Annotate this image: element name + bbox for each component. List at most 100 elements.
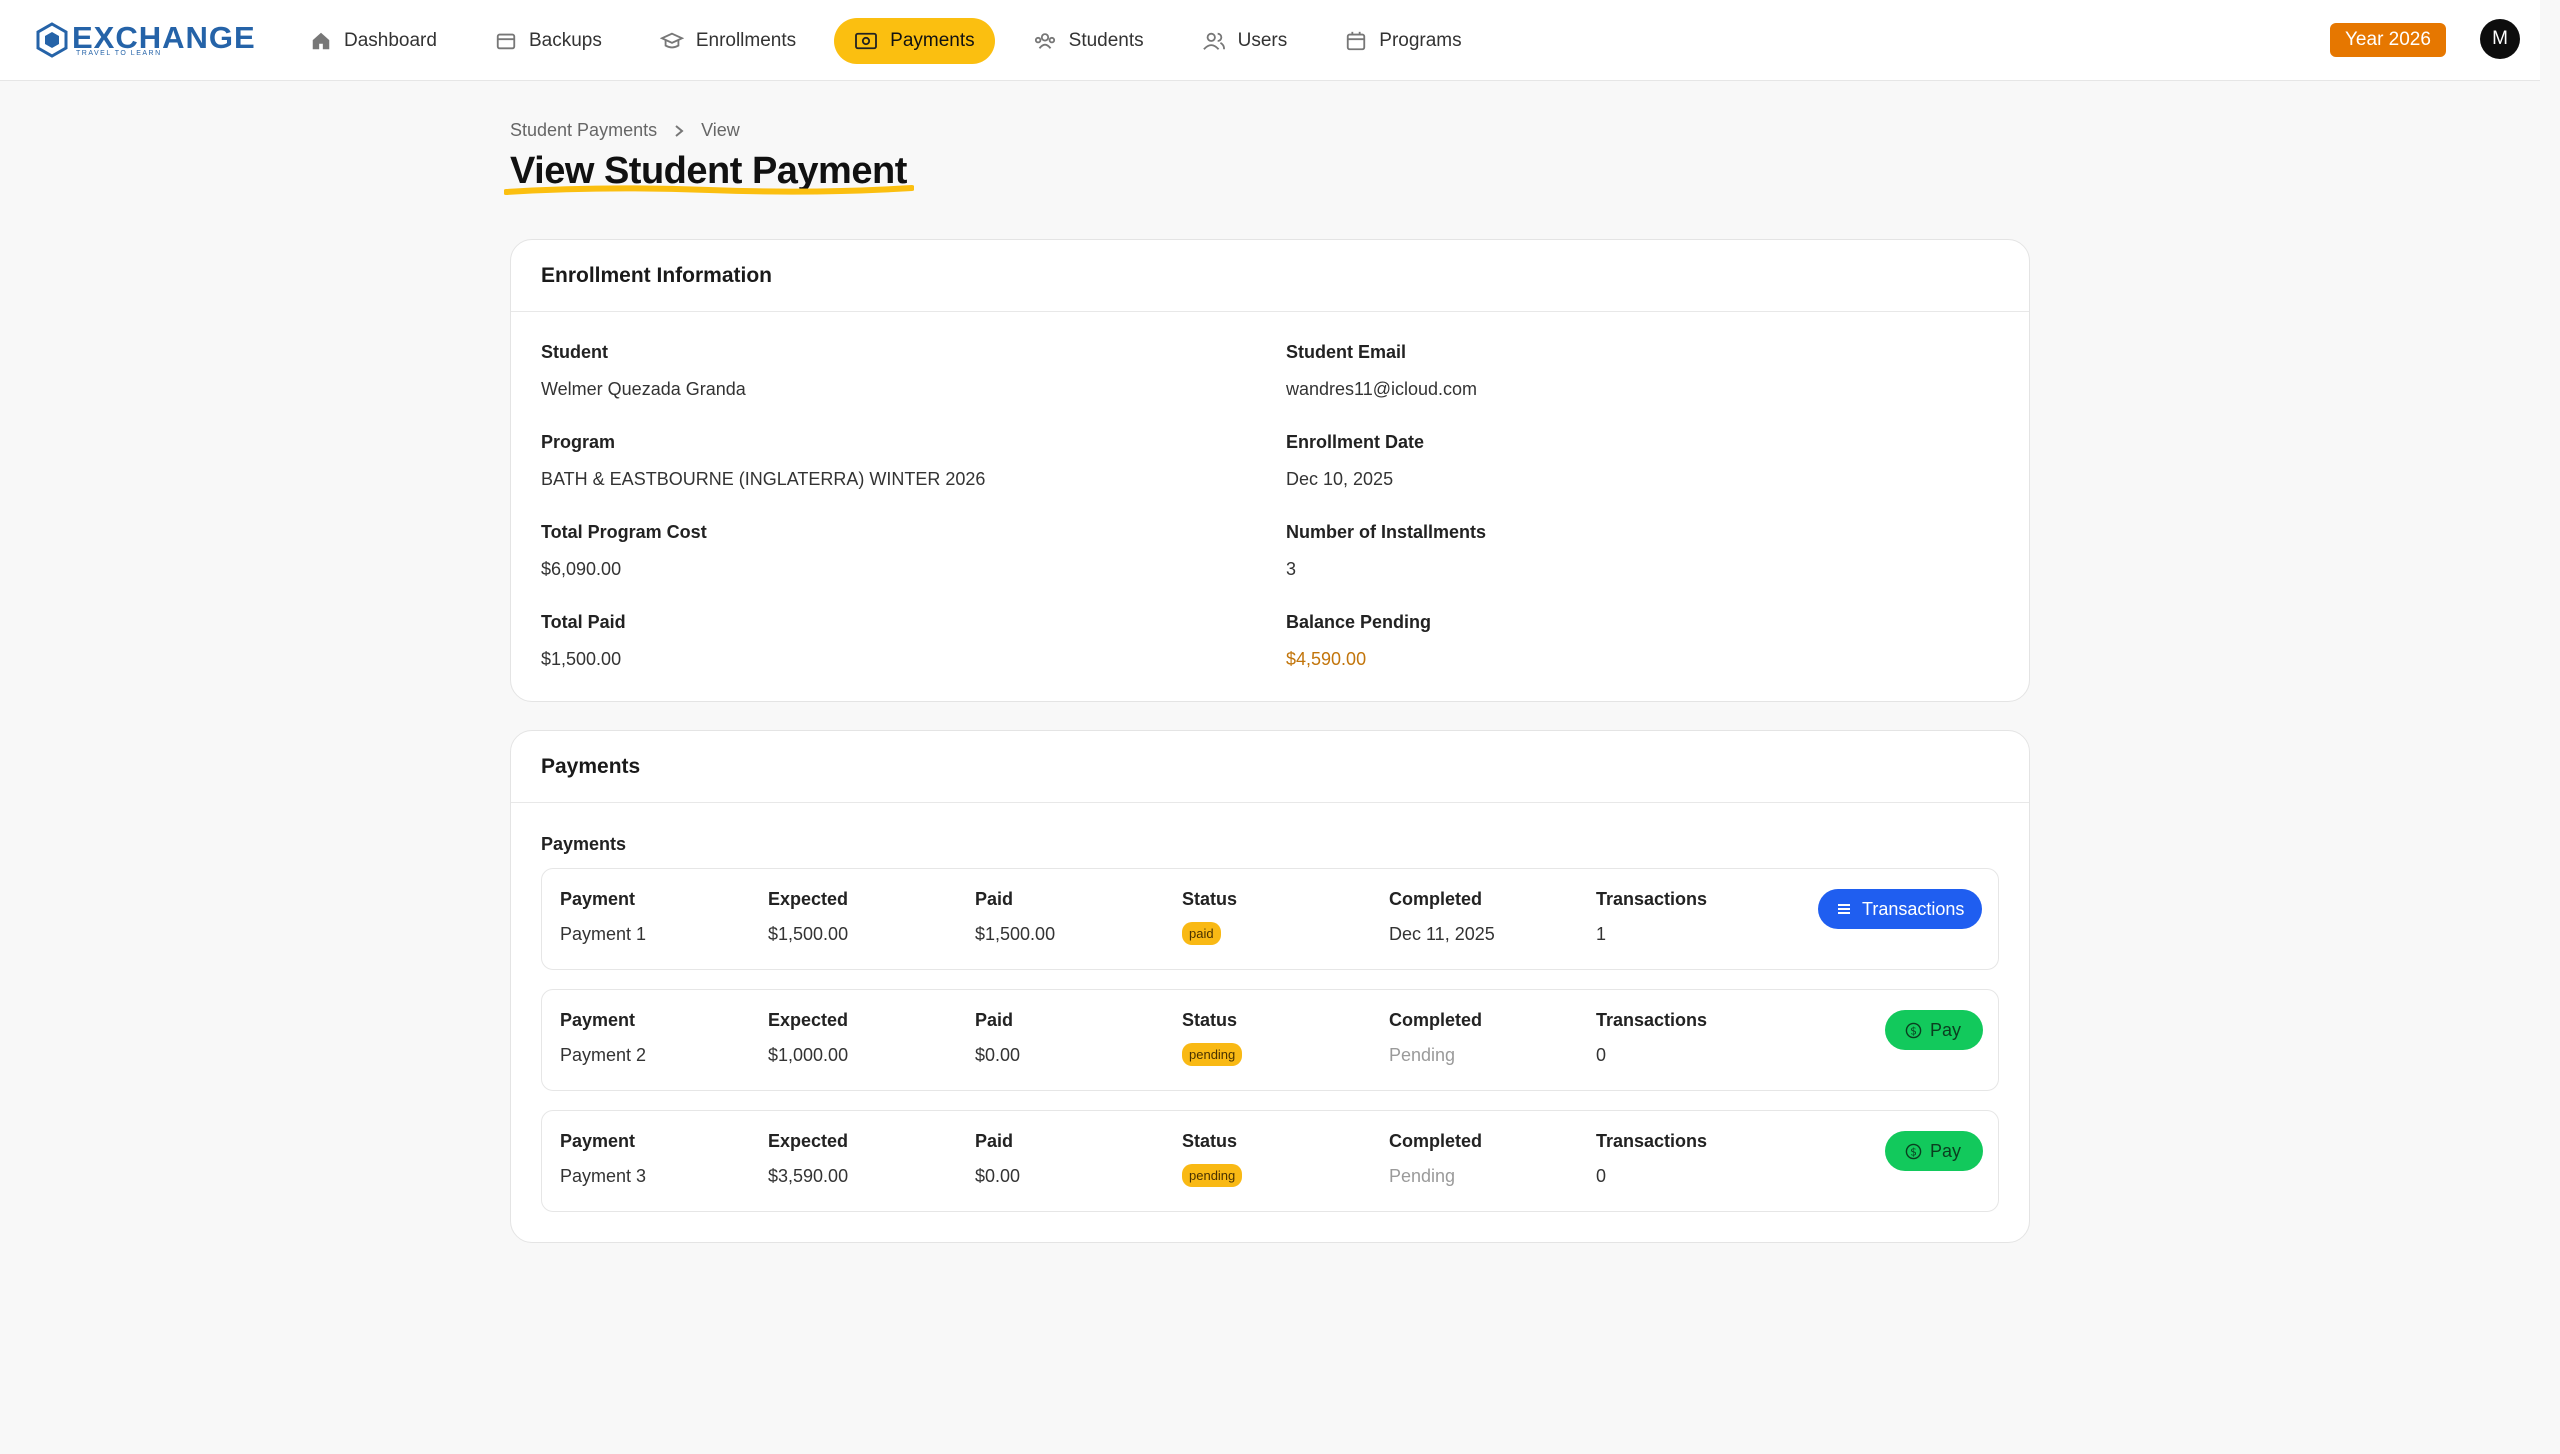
expected-header: Expected	[768, 1010, 848, 1031]
nav-item-dashboard[interactable]: Dashboard	[290, 18, 457, 64]
payment-name: Payment 1	[560, 924, 646, 945]
installments-value: 3	[1286, 559, 1486, 580]
student-label: Student	[541, 342, 746, 363]
paid-header: Paid	[975, 1010, 1020, 1031]
payment-row: Payment Payment 2 Expected $1,000.00 Pai…	[541, 989, 1999, 1091]
paid-header: Paid	[975, 1131, 1020, 1152]
nav-item-payments[interactable]: Payments	[834, 18, 994, 64]
payment-header: Payment	[560, 889, 646, 910]
pay-button-label: Pay	[1930, 1141, 1961, 1162]
users-icon	[1202, 30, 1226, 52]
archive-icon	[495, 30, 517, 52]
balance-pending-value: $4,590.00	[1286, 649, 1431, 670]
total-paid-label: Total Paid	[541, 612, 626, 633]
enrollment-card-title: Enrollment Information	[511, 240, 2029, 312]
expected-col: Expected $1,000.00	[768, 1010, 848, 1066]
nav-label-enrollments: Enrollments	[696, 30, 796, 52]
field-student-email: Student Email wandres11@icloud.com	[1286, 342, 1477, 400]
expected-value: $1,500.00	[768, 924, 848, 945]
breadcrumb-current: View	[701, 120, 740, 141]
field-number-of-installments: Number of Installments 3	[1286, 522, 1486, 580]
payment-col: Payment Payment 3	[560, 1131, 646, 1187]
list-icon	[1836, 901, 1852, 917]
payment-header: Payment	[560, 1131, 646, 1152]
transactions-count: 0	[1596, 1045, 1707, 1066]
transactions-count: 1	[1596, 924, 1707, 945]
user-avatar[interactable]: M	[2480, 19, 2520, 59]
field-program: Program BATH & EASTBOURNE (INGLATERRA) W…	[541, 432, 985, 490]
nav-item-enrollments[interactable]: Enrollments	[640, 18, 816, 64]
payments-card-title: Payments	[511, 731, 2029, 803]
exchange-logo[interactable]: EXCHANGE TRAVEL TO LEARN	[34, 20, 70, 60]
student-value: Welmer Quezada Granda	[541, 379, 746, 400]
field-total-paid: Total Paid $1,500.00	[541, 612, 626, 670]
field-student: Student Welmer Quezada Granda	[541, 342, 746, 400]
payment-row: Payment Payment 3 Expected $3,590.00 Pai…	[541, 1110, 1999, 1212]
pay-button[interactable]: $ Pay	[1885, 1010, 1983, 1050]
nav-item-backups[interactable]: Backups	[475, 18, 622, 64]
paid-value: $1,500.00	[975, 924, 1055, 945]
nav-item-users[interactable]: Users	[1182, 18, 1308, 64]
expected-header: Expected	[768, 1131, 848, 1152]
field-enrollment-date: Enrollment Date Dec 10, 2025	[1286, 432, 1424, 490]
payment-name: Payment 2	[560, 1045, 646, 1066]
installments-label: Number of Installments	[1286, 522, 1486, 543]
svg-text:$: $	[1910, 1025, 1917, 1037]
completed-col: Completed Dec 11, 2025	[1389, 889, 1495, 945]
transactions-header: Transactions	[1596, 1131, 1707, 1152]
paid-col: Paid $1,500.00	[975, 889, 1055, 945]
payment-row: Payment Payment 1 Expected $1,500.00 Pai…	[541, 868, 1999, 970]
graduation-cap-icon	[660, 30, 684, 52]
year-selector-button[interactable]: Year 2026	[2330, 23, 2446, 57]
pay-button[interactable]: $ Pay	[1885, 1131, 1983, 1171]
completed-col: Completed Pending	[1389, 1010, 1482, 1066]
transactions-count: 0	[1596, 1166, 1707, 1187]
nav-label-backups: Backups	[529, 30, 602, 52]
students-group-icon	[1033, 30, 1057, 52]
program-label: Program	[541, 432, 985, 453]
expected-col: Expected $3,590.00	[768, 1131, 848, 1187]
breadcrumb: Student Payments View	[510, 120, 740, 141]
payment-name: Payment 3	[560, 1166, 646, 1187]
enrollment-information-card: Enrollment Information Student Welmer Qu…	[510, 239, 2030, 702]
chevron-right-icon	[673, 124, 685, 138]
total-paid-value: $1,500.00	[541, 649, 626, 670]
payments-card: Payments Payments Payment Payment 1 Expe…	[510, 730, 2030, 1243]
status-col: Status paid	[1182, 889, 1237, 945]
transactions-button[interactable]: Transactions	[1818, 889, 1982, 929]
completed-col: Completed Pending	[1389, 1131, 1482, 1187]
pay-button-label: Pay	[1930, 1020, 1961, 1041]
status-header: Status	[1182, 1010, 1242, 1031]
dollar-circle-icon: $	[1905, 1022, 1922, 1039]
nav-label-users: Users	[1238, 30, 1288, 52]
nav-label-students: Students	[1069, 30, 1144, 52]
transactions-col: Transactions 1	[1596, 889, 1707, 945]
field-total-program-cost: Total Program Cost $6,090.00	[541, 522, 707, 580]
status-col: Status pending	[1182, 1010, 1242, 1066]
expected-value: $3,590.00	[768, 1166, 848, 1187]
total-program-cost-value: $6,090.00	[541, 559, 707, 580]
nav-item-programs[interactable]: Programs	[1325, 18, 1481, 64]
breadcrumb-link-student-payments[interactable]: Student Payments	[510, 120, 657, 141]
nav-label-programs: Programs	[1379, 30, 1461, 52]
transactions-col: Transactions 0	[1596, 1010, 1707, 1066]
status-header: Status	[1182, 889, 1237, 910]
main-nav: Dashboard Backups Enrollments Payments S…	[290, 18, 1500, 64]
status-col: Status pending	[1182, 1131, 1242, 1187]
top-navigation-bar: EXCHANGE TRAVEL TO LEARN Dashboard Backu…	[0, 0, 2540, 81]
nav-label-payments: Payments	[890, 30, 974, 52]
home-icon	[310, 30, 332, 52]
paid-value: $0.00	[975, 1045, 1020, 1066]
transactions-header: Transactions	[1596, 889, 1707, 910]
transactions-button-label: Transactions	[1862, 899, 1964, 920]
hexagon-logo-icon	[34, 22, 70, 58]
nav-item-students[interactable]: Students	[1013, 18, 1164, 64]
program-value: BATH & EASTBOURNE (INGLATERRA) WINTER 20…	[541, 469, 985, 490]
brand-tagline: TRAVEL TO LEARN	[76, 50, 162, 57]
completed-header: Completed	[1389, 889, 1495, 910]
banknote-icon	[854, 31, 878, 51]
enrollment-date-value: Dec 10, 2025	[1286, 469, 1424, 490]
title-highlight-underline	[504, 182, 914, 198]
status-badge: pending	[1182, 1164, 1242, 1187]
payments-section-label: Payments	[541, 834, 626, 855]
